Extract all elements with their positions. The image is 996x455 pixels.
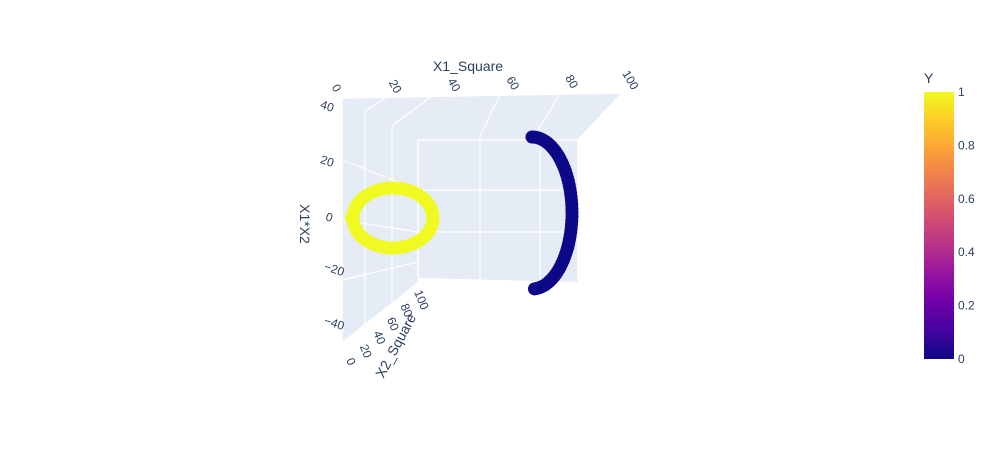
colorbar-tick-label: 0.4 bbox=[958, 245, 975, 259]
data-point bbox=[345, 212, 357, 224]
y-tick-label: 40 bbox=[370, 329, 388, 347]
colorbar-title: Y bbox=[924, 70, 934, 86]
y-tick-label: 60 bbox=[384, 315, 402, 333]
x-tick-label: 60 bbox=[503, 74, 522, 93]
y-tick-label: 80 bbox=[398, 301, 416, 319]
x-tick-label: 100 bbox=[619, 68, 641, 93]
y-tick-label: 20 bbox=[357, 342, 375, 360]
colorbar-tick-label: 0.6 bbox=[958, 192, 975, 206]
data-point bbox=[528, 282, 541, 296]
x-tick-label: 80 bbox=[562, 72, 581, 91]
z-tick-label: 0 bbox=[324, 210, 335, 225]
z-tick-label: −20 bbox=[322, 259, 346, 279]
colorbar-tick-label: 0 bbox=[958, 352, 965, 366]
data-point bbox=[426, 209, 440, 223]
colorbar-tick-label: 0.2 bbox=[958, 299, 975, 313]
x-tick-label: 20 bbox=[386, 77, 405, 96]
scene-planes bbox=[342, 93, 622, 342]
series-class-1-ring bbox=[345, 181, 440, 255]
gridlines bbox=[341, 93, 578, 325]
series-class-0-arc bbox=[525, 130, 579, 296]
colorbar-ticks: 0 0.2 0.4 0.6 0.8 1 bbox=[958, 85, 975, 366]
z-axis-title: X1*X2 bbox=[297, 204, 313, 244]
y-tick-label: 0 bbox=[343, 356, 359, 368]
colorbar-tick-label: 0.8 bbox=[958, 138, 975, 152]
x-tick-label: 40 bbox=[445, 76, 464, 95]
colorbar bbox=[924, 92, 954, 359]
z-axis-ticks: −40 −20 0 20 40 bbox=[319, 97, 347, 333]
z-tick-label: 40 bbox=[319, 97, 336, 115]
colorbar-tick-label: 1 bbox=[958, 85, 965, 99]
x-axis-title: X1_Square bbox=[433, 58, 503, 74]
z-tick-label: −40 bbox=[322, 313, 346, 333]
x-tick-label: 0 bbox=[329, 82, 345, 95]
z-tick-label: 20 bbox=[319, 152, 336, 170]
